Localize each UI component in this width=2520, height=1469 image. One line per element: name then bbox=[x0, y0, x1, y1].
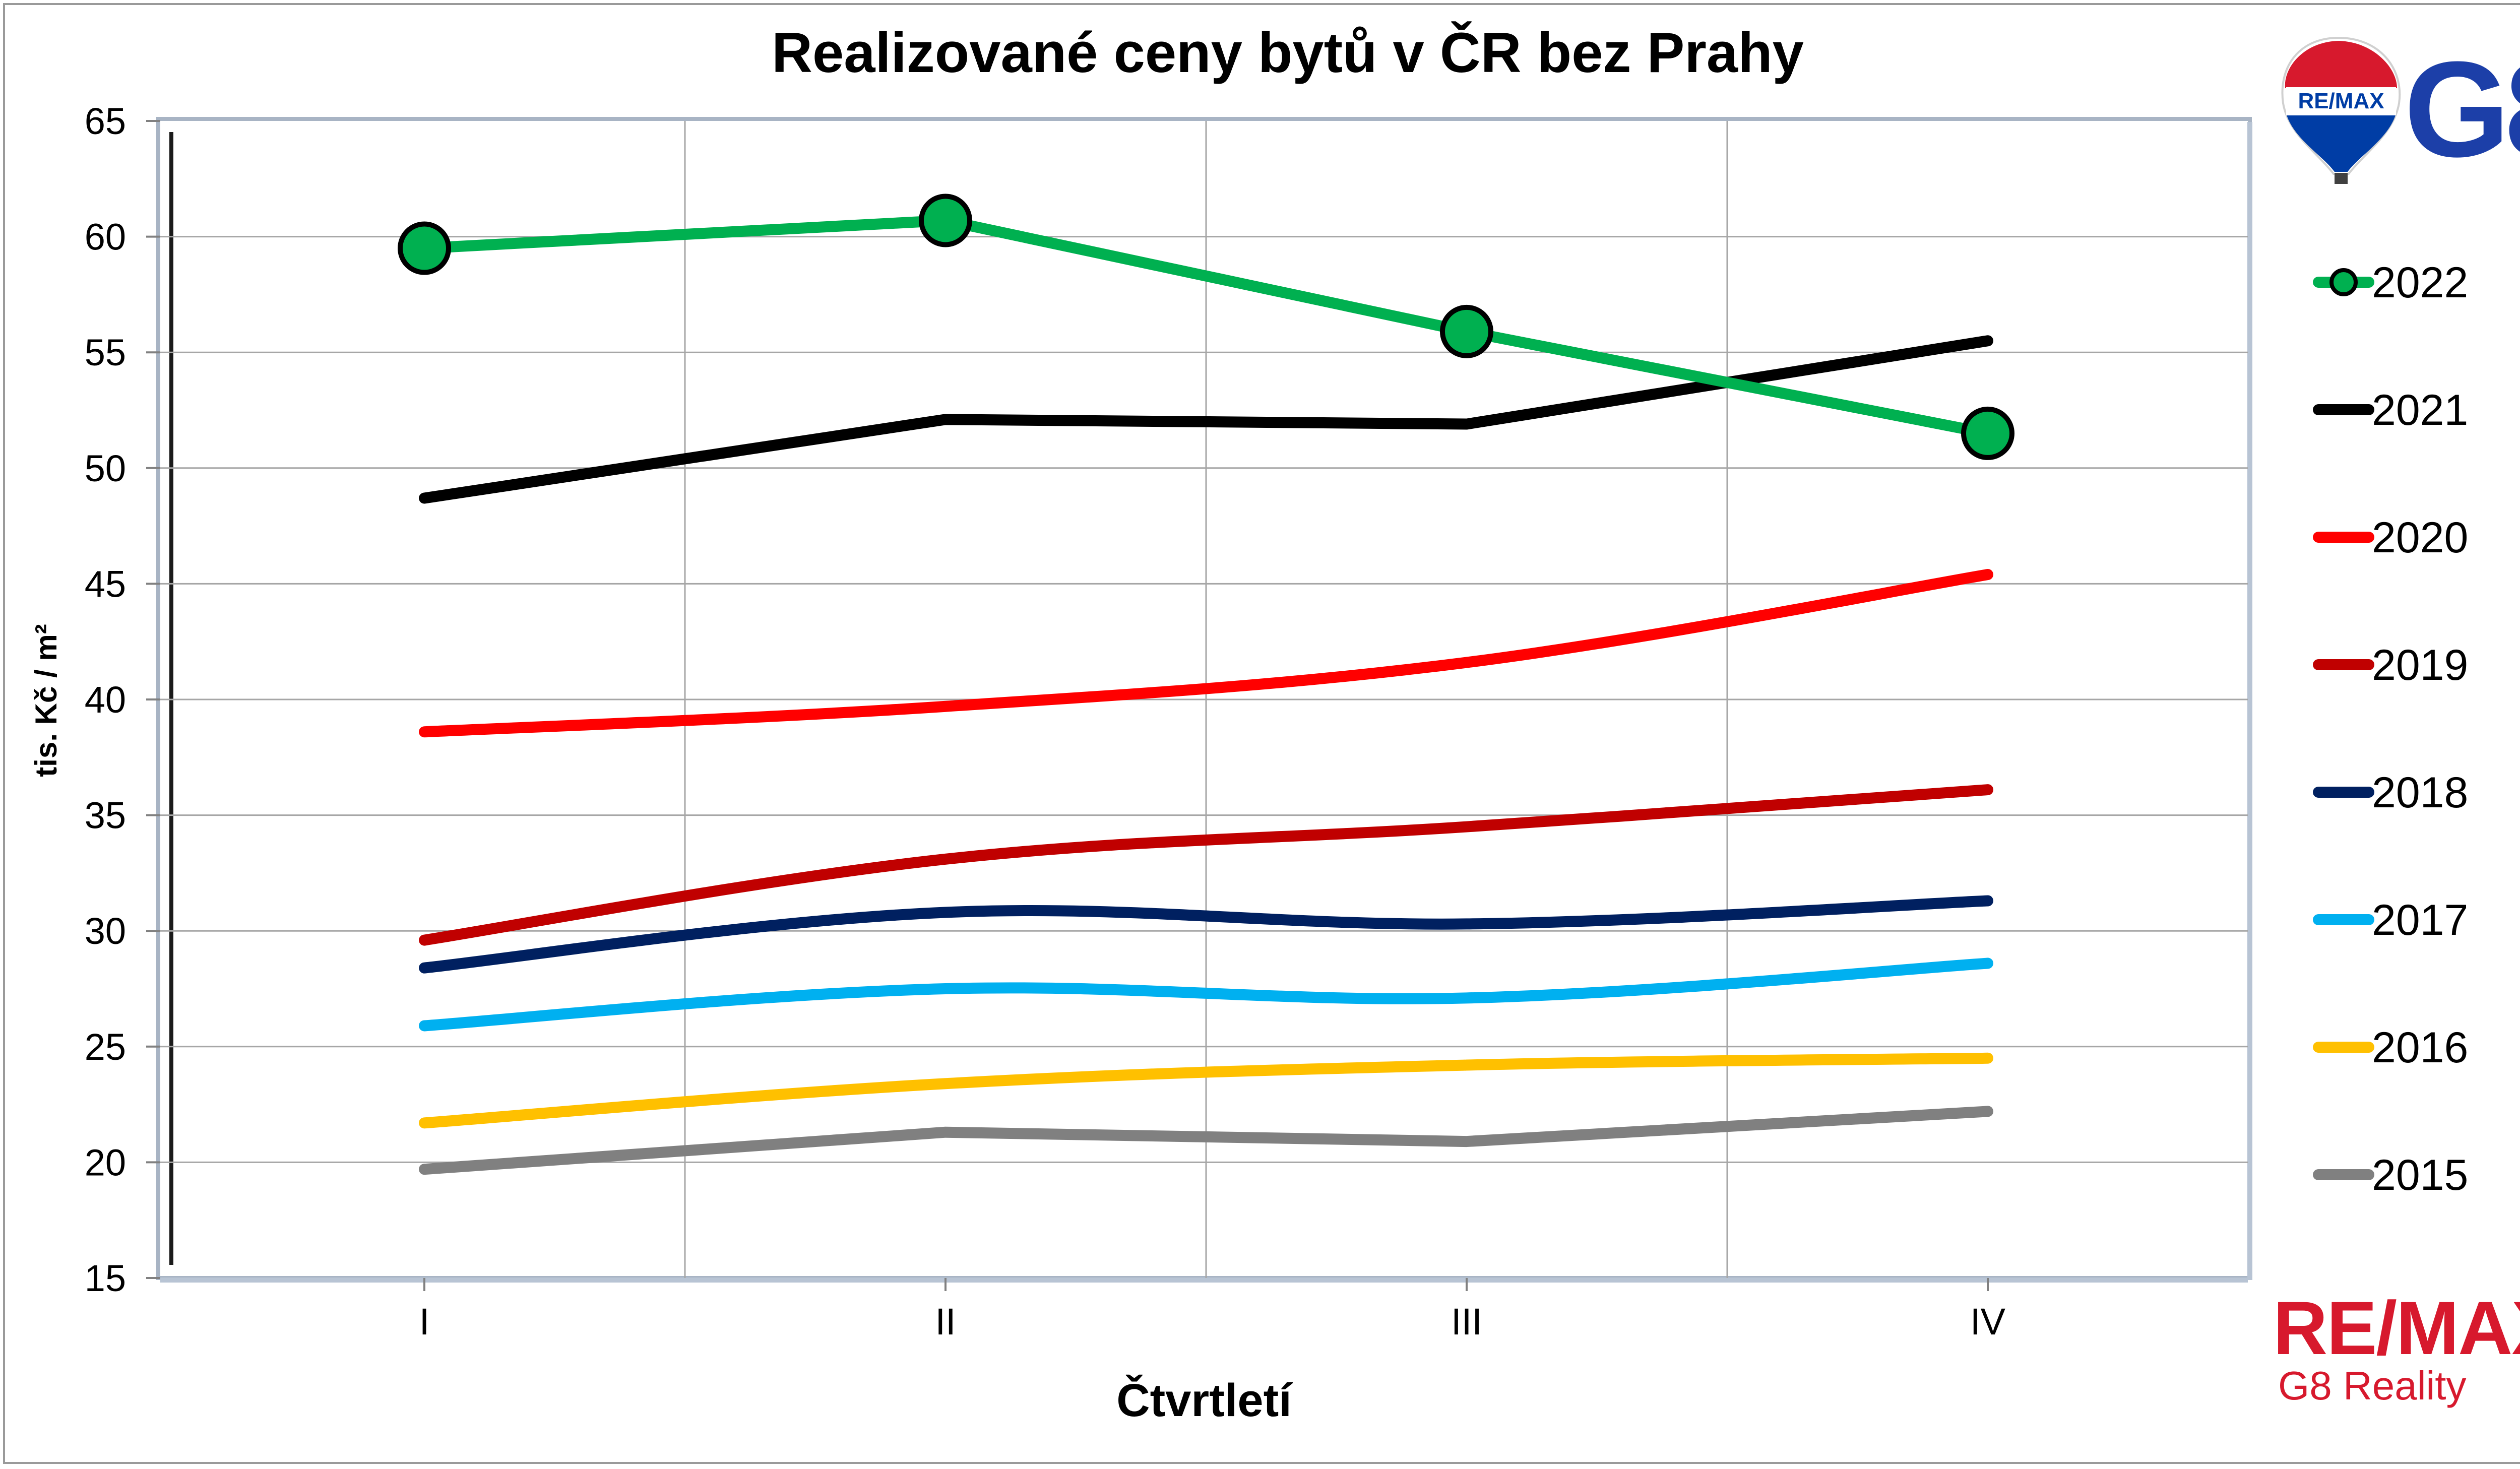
x-tick-label: III bbox=[1451, 1301, 1482, 1343]
legend-label-2019: 2019 bbox=[2372, 641, 2468, 689]
data-point-2022 bbox=[398, 221, 451, 275]
data-point-2022 bbox=[1961, 406, 2014, 460]
legend-label-2015: 2015 bbox=[2372, 1151, 2468, 1199]
g8-brand: G8 bbox=[2404, 34, 2520, 185]
legend-label-2017: 2017 bbox=[2372, 896, 2468, 944]
legend-label-2016: 2016 bbox=[2372, 1024, 2468, 1072]
legend-marker-2022 bbox=[2329, 268, 2358, 296]
y-tick-label: 25 bbox=[85, 1026, 126, 1068]
grid-lines bbox=[160, 121, 2248, 1278]
series-line-2015 bbox=[419, 1106, 1993, 1175]
legend-label-2020: 2020 bbox=[2372, 514, 2468, 562]
remax-g8-logo: RE/MAX G8 bbox=[2278, 28, 2520, 189]
y-tick-label: 15 bbox=[85, 1257, 126, 1299]
series-line-2017 bbox=[419, 957, 1993, 1032]
g8-reality-label: G8 Reality bbox=[2278, 1363, 2467, 1408]
x-axis-title: Čtvrtletí bbox=[1116, 1374, 1293, 1426]
series-line-2016 bbox=[419, 1052, 1993, 1129]
legend-label-2018: 2018 bbox=[2372, 769, 2468, 817]
chart-frame bbox=[3, 3, 2520, 1464]
legend-label-2021: 2021 bbox=[2372, 386, 2468, 434]
plot-area bbox=[156, 117, 2252, 1283]
data-point-2022 bbox=[1440, 304, 1493, 358]
remax-g8-reality-logo: RE/MAX G8 Reality bbox=[2273, 1290, 2520, 1431]
series-line-2022 bbox=[419, 215, 1993, 439]
y-axis-title: tis. Kč / m² bbox=[29, 624, 63, 777]
chart-title: Realizované ceny bytů v ČR bez Prahy bbox=[772, 21, 1804, 84]
series-line-2019 bbox=[419, 784, 1993, 946]
y-tick-label: 65 bbox=[85, 100, 126, 142]
x-tick-label: IV bbox=[1970, 1301, 2006, 1343]
legend-label-2022: 2022 bbox=[2372, 259, 2468, 307]
y-tick-label: 50 bbox=[85, 448, 126, 489]
y-tick-label: 40 bbox=[85, 679, 126, 721]
y-tick-label: 20 bbox=[85, 1141, 126, 1183]
legend: 2022 2021 2020 2019 2018 2017 2016 2015 bbox=[2313, 259, 2468, 1199]
series-line-2020 bbox=[419, 569, 1993, 738]
x-tick-label: I bbox=[419, 1301, 430, 1343]
x-tick-label: II bbox=[935, 1301, 956, 1343]
series-line-2018 bbox=[419, 895, 1993, 974]
data-point-2022 bbox=[919, 194, 972, 247]
y-tick-label: 60 bbox=[85, 216, 126, 258]
series-markers bbox=[398, 194, 2014, 460]
y-tick-label: 55 bbox=[85, 332, 126, 373]
y-tick-label: 35 bbox=[85, 795, 126, 837]
remax-wordmark: RE/MAX bbox=[2273, 1286, 2520, 1370]
balloon-icon: RE/MAX bbox=[2281, 36, 2401, 184]
balloon-label: RE/MAX bbox=[2298, 89, 2384, 113]
series-lines bbox=[419, 215, 1993, 1175]
y-tick-label: 30 bbox=[85, 910, 126, 952]
y-tick-label: 45 bbox=[85, 563, 126, 605]
